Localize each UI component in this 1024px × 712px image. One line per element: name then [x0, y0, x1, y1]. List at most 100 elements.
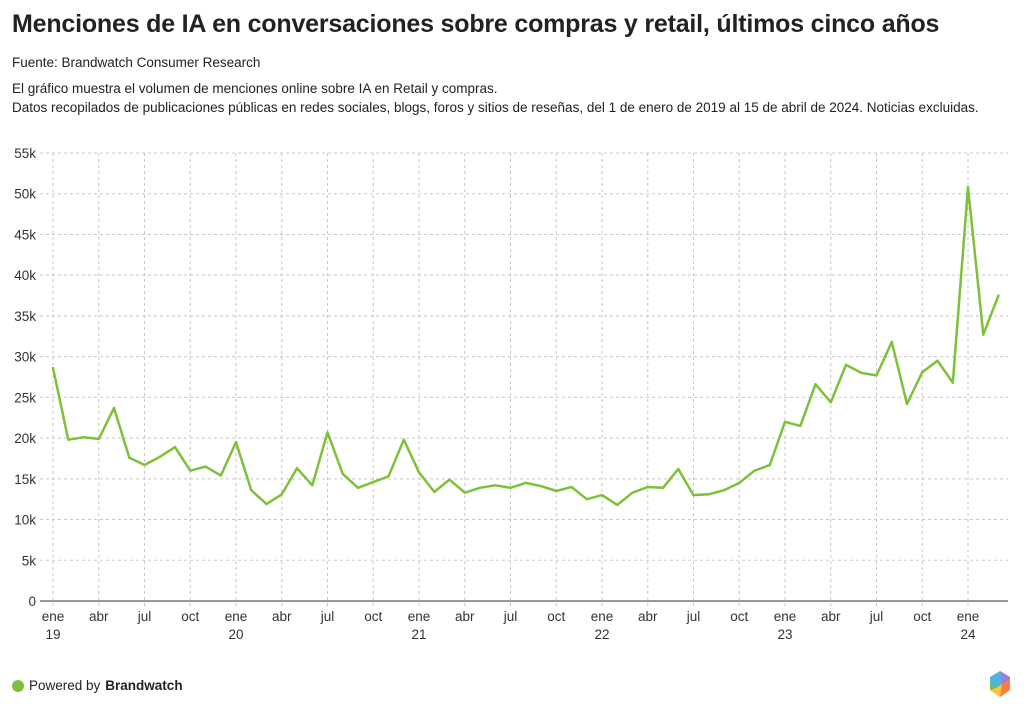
y-tick-label: 45k	[14, 227, 36, 242]
data-point	[753, 469, 756, 472]
brand-name: Brandwatch	[105, 678, 183, 693]
data-point	[387, 475, 390, 478]
x-tick-label: oct	[913, 609, 931, 624]
x-tick-year-label: 20	[228, 627, 243, 642]
y-tick-label: 25k	[14, 390, 36, 405]
data-point	[189, 469, 192, 472]
data-point	[875, 374, 878, 377]
data-point	[677, 467, 680, 471]
x-tick-label: jul	[320, 609, 335, 624]
data-point	[234, 440, 238, 444]
footer: Powered by Brandwatch	[12, 678, 183, 693]
y-tick-label: 0	[28, 594, 36, 609]
data-point	[799, 424, 802, 428]
data-point	[478, 486, 482, 489]
data-point	[463, 491, 466, 494]
data-point	[356, 486, 360, 489]
data-point	[143, 463, 146, 467]
data-point	[600, 493, 604, 497]
data-point	[951, 381, 954, 384]
x-tick-year-label: 22	[594, 627, 609, 642]
data-point	[417, 471, 421, 474]
brandwatch-logo-icon	[990, 671, 1010, 697]
x-tick-label: jul	[503, 609, 518, 624]
x-tick-label: abr	[821, 609, 841, 624]
data-point	[707, 493, 710, 496]
data-point	[128, 456, 131, 459]
chart-source: Fuente: Brandwatch Consumer Research	[12, 55, 261, 70]
data-point	[982, 333, 985, 336]
x-tick-label: jul	[869, 609, 884, 624]
y-tick-label: 5k	[22, 553, 37, 568]
data-point	[219, 474, 222, 477]
data-point	[67, 438, 70, 441]
data-point	[814, 383, 817, 386]
data-point	[204, 465, 207, 468]
data-point	[494, 484, 497, 487]
data-point	[341, 472, 344, 476]
x-tick-label: oct	[730, 609, 748, 624]
chart-description: El gráfico muestra el volumen de mencion…	[12, 79, 979, 117]
line-chart: 0 5k 10k 15k 20k 25k 30k 35k 40k 45k 50k 55k ene 19 ab…	[14, 146, 1008, 642]
data-point	[82, 436, 85, 439]
data-point	[402, 438, 405, 441]
y-tick-label: 55k	[14, 146, 36, 161]
data-point	[738, 481, 741, 485]
data-point	[783, 420, 787, 423]
data-point	[768, 463, 771, 467]
data-point	[631, 491, 634, 494]
data-point	[936, 359, 939, 362]
data-point	[311, 484, 314, 487]
x-tick-label: jul	[137, 609, 152, 624]
x-tick-label: ene	[591, 609, 614, 624]
data-point	[112, 406, 116, 410]
description-line-1: El gráfico muestra el volumen de mencion…	[12, 81, 498, 96]
data-point	[844, 363, 848, 366]
data-point	[646, 485, 649, 489]
y-tick-label: 35k	[14, 309, 36, 324]
data-point	[509, 486, 512, 489]
data-point	[524, 481, 527, 485]
x-tick-label: ene	[42, 609, 65, 624]
x-tick-label: oct	[181, 609, 199, 624]
x-tick-label: abr	[455, 609, 475, 624]
data-point	[295, 467, 299, 470]
data-point	[692, 493, 695, 497]
x-tick-year-label: 23	[777, 627, 792, 642]
data-point	[158, 455, 161, 459]
chart-title: Menciones de IA en conversaciones sobre …	[12, 10, 940, 38]
data-point	[661, 486, 665, 489]
x-tick-label: ene	[408, 609, 431, 624]
data-point	[860, 371, 863, 375]
x-tick-year-label: 21	[411, 627, 426, 642]
brand-dot-icon	[12, 679, 24, 692]
x-tick-label: ene	[225, 609, 248, 624]
data-point	[829, 401, 832, 404]
y-tick-label: 30k	[14, 350, 36, 365]
data-point	[326, 431, 329, 434]
data-point	[570, 485, 573, 489]
data-point	[448, 478, 451, 481]
data-point	[722, 489, 726, 492]
data-point	[97, 437, 100, 441]
x-tick-year-label: 24	[960, 627, 976, 642]
x-tick-label: oct	[364, 609, 382, 624]
y-tick-label: 20k	[14, 431, 36, 446]
x-tick-year-label: 19	[45, 627, 60, 642]
x-tick-label: oct	[547, 609, 565, 624]
powered-by-label: Powered by	[29, 678, 101, 693]
data-point	[265, 502, 268, 506]
data-point	[585, 497, 588, 501]
data-point	[921, 370, 924, 374]
data-point	[966, 186, 970, 189]
data-point	[539, 484, 543, 488]
data-point	[250, 489, 253, 492]
y-tick-label: 15k	[14, 472, 36, 487]
data-point	[433, 490, 436, 494]
data-point	[51, 366, 55, 370]
data-point	[890, 340, 893, 344]
data-point	[616, 503, 619, 507]
x-tick-label: ene	[957, 609, 980, 624]
data-point	[173, 445, 177, 449]
x-tick-label: abr	[638, 609, 658, 624]
